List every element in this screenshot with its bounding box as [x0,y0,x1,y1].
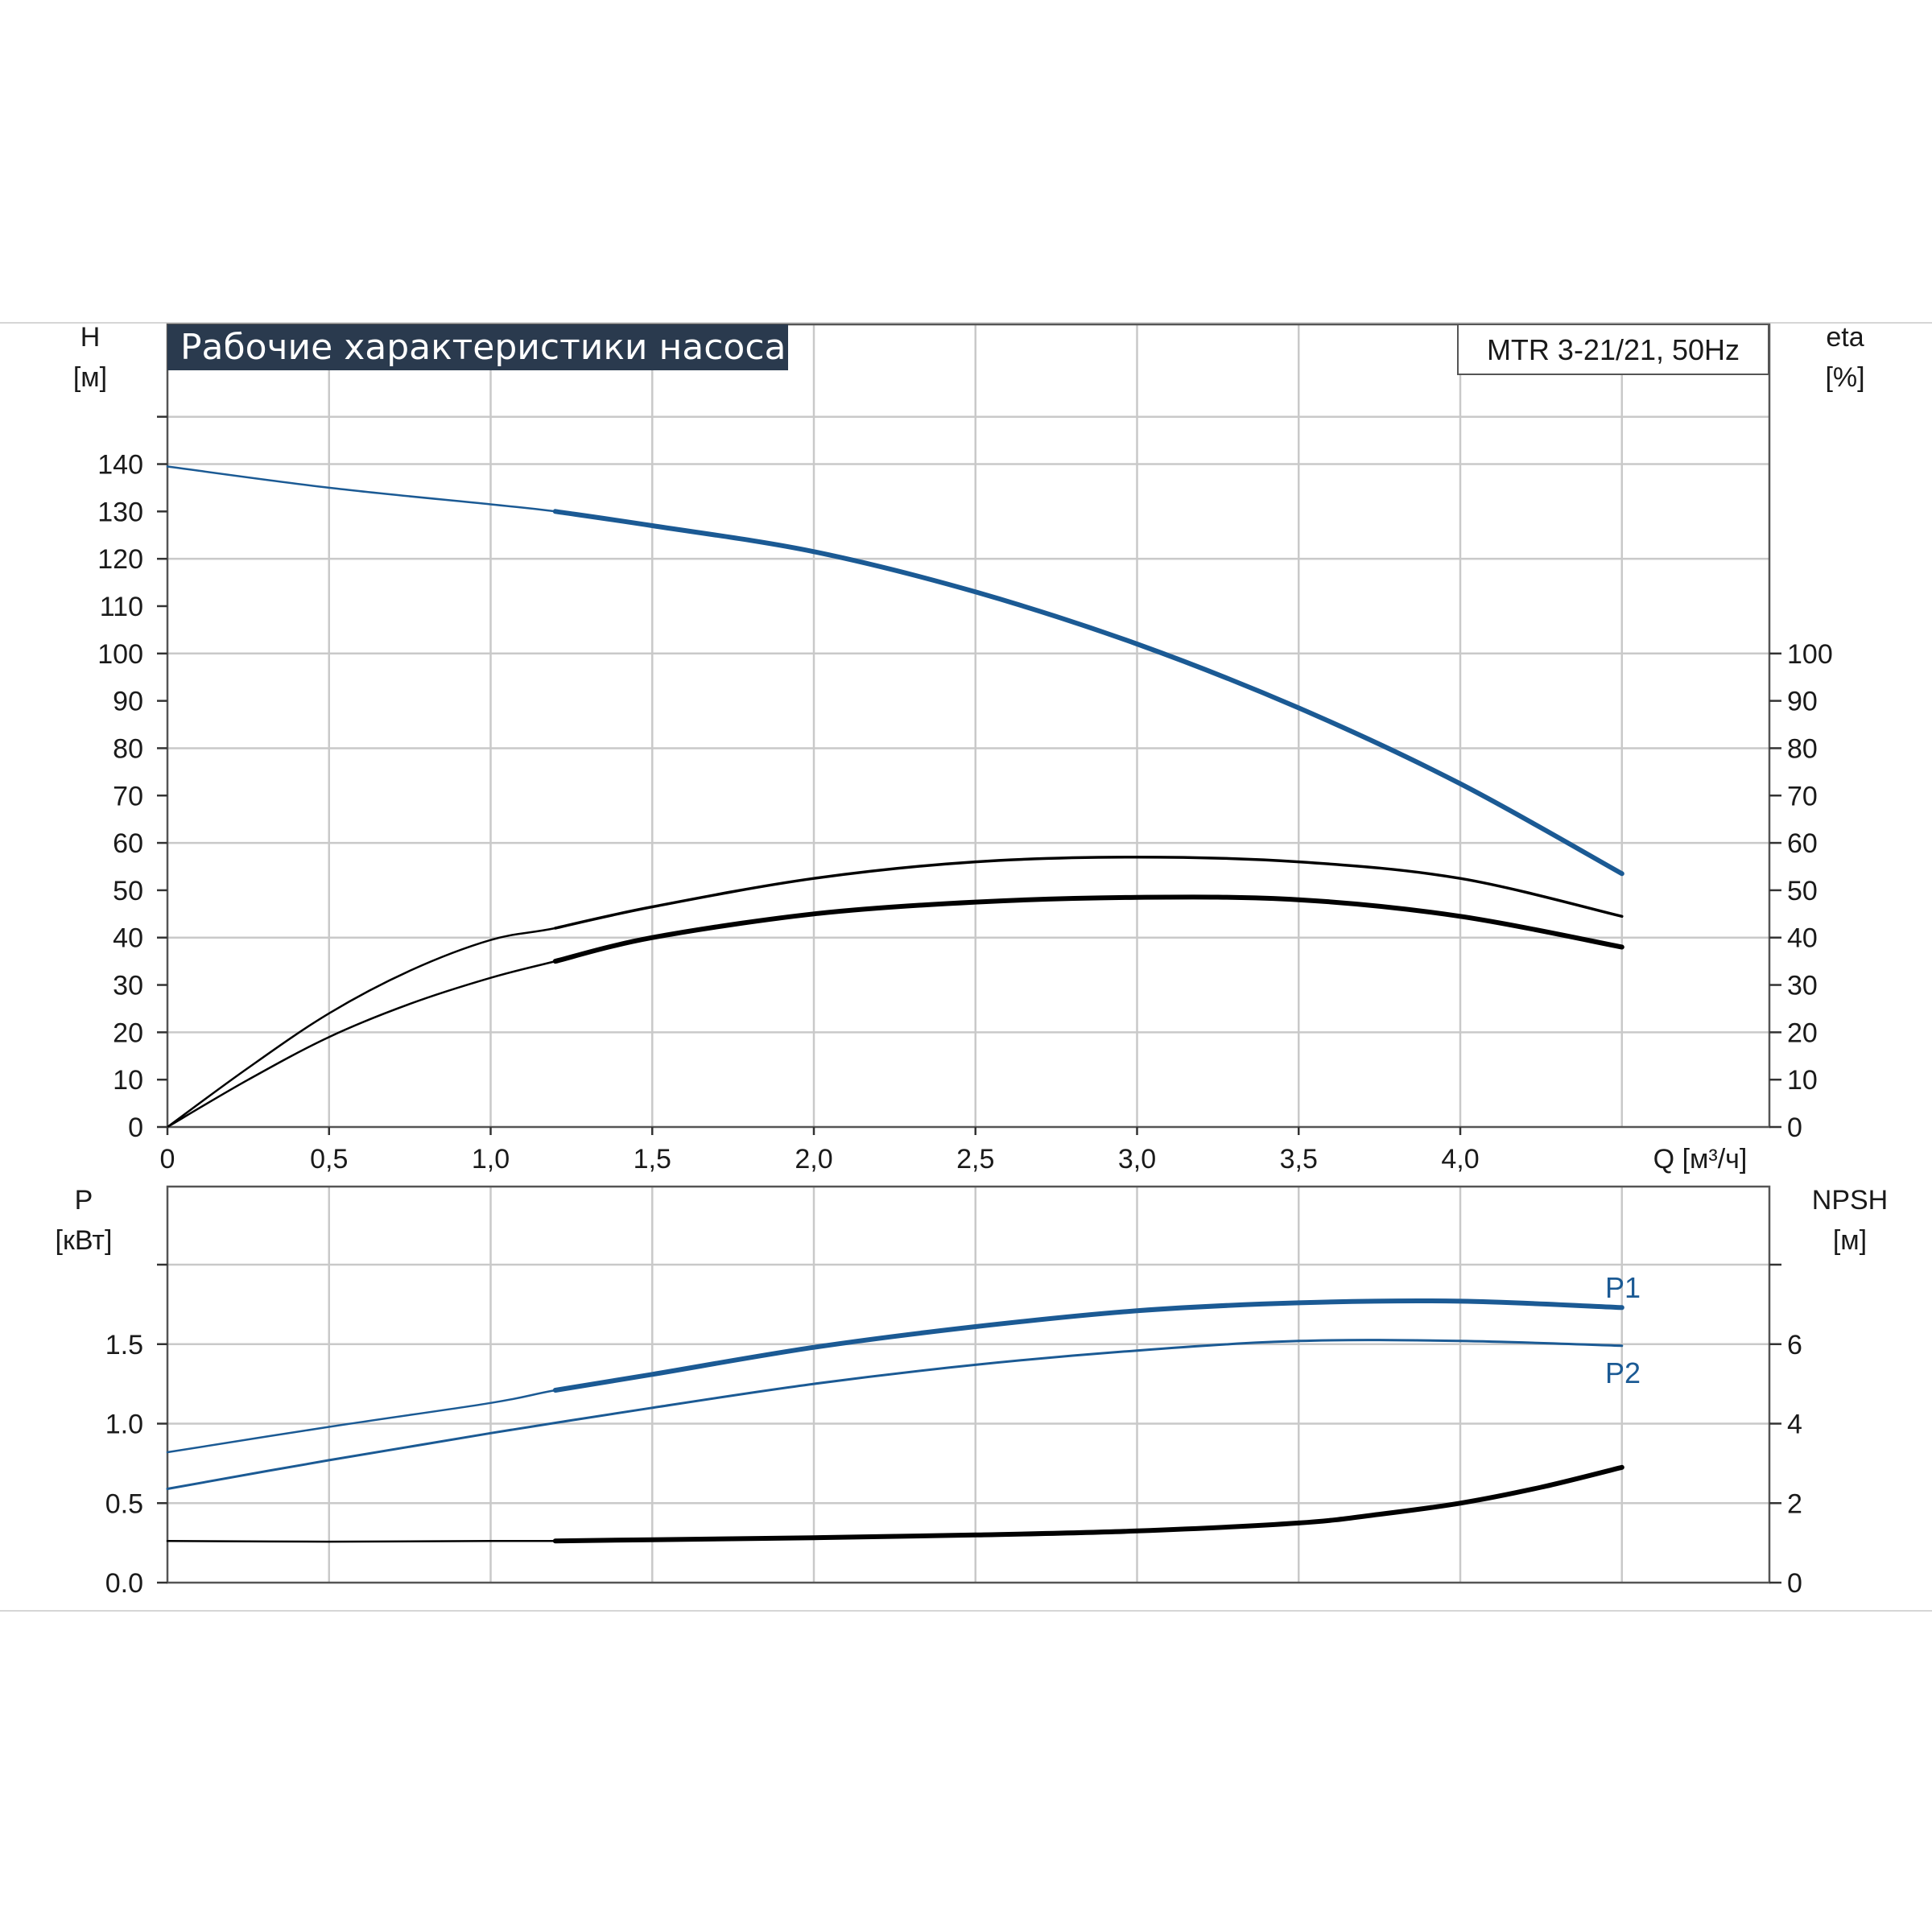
y2-axis-title-bottom: NPSH [1812,1185,1888,1216]
y2-tick-label-100: 100 [1787,639,1833,670]
x-axis-title: Q [м³/ч] [1653,1144,1748,1174]
bottom-panel-grid [166,1185,1771,1584]
y2-tick-label-90: 90 [1787,687,1818,717]
y2-axis-unit-bottom: [м] [1833,1225,1867,1256]
y-tick-label-60: 60 [113,828,143,859]
y2-tick-label-10: 10 [1787,1065,1818,1096]
x-tick-label-0: 0 [160,1144,175,1174]
bottom-plot-frame [166,1185,1771,1584]
title-box [167,324,788,370]
y2-tick-label-60: 60 [1787,828,1818,859]
npsh-tick-label-4: 4 [1787,1410,1802,1440]
y2-tick-label-50: 50 [1787,876,1818,906]
y-axis-title-bottom: P [75,1185,93,1216]
top-panel-grid [166,323,1771,1129]
p-tick-label-0-5: 0.5 [105,1488,143,1519]
y-tick-label-0: 0 [128,1113,143,1143]
y-axis-unit-bottom: [кВт] [56,1225,113,1256]
x-tick-label-4-0: 4,0 [1441,1144,1479,1174]
bottom-plot-area [167,1187,1769,1583]
power-p1-curve-operating-range [552,1298,1624,1393]
npsh-curve-operating-range [552,1464,1624,1544]
y-tick-label-130: 130 [97,497,143,527]
y-tick-label-100: 100 [97,639,143,670]
x-tick-label-2-0: 2,0 [795,1144,832,1174]
npsh-tick-label-2: 2 [1787,1488,1802,1519]
y2-axis-unit-top: [%] [1825,362,1864,393]
y-tick-label-30: 30 [113,971,143,1001]
x-tick-label-1-0: 1,0 [472,1144,510,1174]
y2-tick-label-0: 0 [1787,1113,1802,1143]
y-tick-label-110: 110 [100,592,143,622]
top-panel-series [166,465,1624,1129]
model-label: MTR 3-21/21, 50Hz [1487,333,1740,366]
p-tick-label-1-0: 1.0 [105,1410,143,1440]
y-axis-title-top: H [80,322,101,353]
bottom-panel-series [166,1298,1624,1544]
efficiency-curve-total-operating-range [552,894,1624,964]
head-curve-operating-range [552,509,1624,877]
p-tick-label-0-0: 0.0 [105,1568,143,1599]
npsh-tick-label-6: 6 [1787,1330,1802,1360]
axis-ticks: 0102030405060708090100110120130140010203… [97,415,1833,1599]
x-tick-label-3-0: 3,0 [1118,1144,1156,1174]
efficiency-curve-pump-operating-range [554,855,1624,930]
top-plot-frame [166,323,1771,1129]
x-tick-label-1-5: 1,5 [634,1144,671,1174]
y2-tick-label-20: 20 [1787,1018,1818,1048]
y2-tick-label-30: 30 [1787,971,1818,1001]
y2-tick-label-80: 80 [1787,733,1818,764]
model-label-box [1457,324,1769,375]
x-tick-label-0-5: 0,5 [310,1144,348,1174]
series-label-p2: P2 [1605,1356,1641,1389]
y-tick-label-40: 40 [113,923,143,954]
chart-title: Рабочие характеристики насоса [180,327,786,368]
series-label-p1: P1 [1605,1271,1641,1304]
y-tick-label-140: 140 [97,450,143,481]
y-tick-label-10: 10 [113,1065,143,1096]
x-tick-label-2-5: 2,5 [956,1144,994,1174]
y-tick-label-50: 50 [113,876,143,906]
y-tick-label-80: 80 [113,733,143,764]
p-tick-label-1-5: 1.5 [105,1330,143,1360]
y-tick-label-20: 20 [113,1018,143,1048]
top-plot-area [167,324,1769,1127]
y-axis-unit-top: [м] [73,362,107,393]
npsh-tick-label-0: 0 [1787,1568,1802,1599]
y-tick-label-70: 70 [113,781,143,811]
y2-tick-label-70: 70 [1787,781,1818,811]
x-tick-label-3-5: 3,5 [1280,1144,1318,1174]
y-tick-label-90: 90 [113,687,143,717]
y2-tick-label-40: 40 [1787,923,1818,954]
power-p2-curve-line [166,1339,1624,1490]
y-tick-label-120: 120 [97,544,143,575]
y2-axis-title-top: eta [1826,322,1864,353]
